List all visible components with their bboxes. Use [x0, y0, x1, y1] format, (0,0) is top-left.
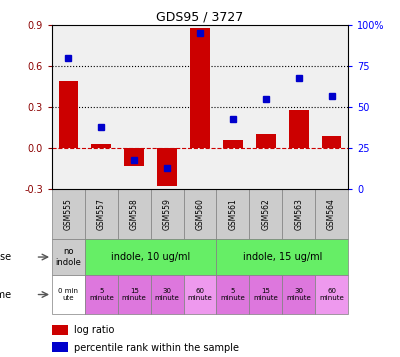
Bar	[157, 148, 177, 186]
Bar	[52, 325, 68, 335]
Text: GSM564: GSM564	[327, 198, 336, 230]
Title: GDS95 / 3727: GDS95 / 3727	[156, 11, 244, 24]
Text: GSM560: GSM560	[196, 198, 204, 230]
Bar	[124, 148, 144, 166]
Bar	[190, 28, 210, 148]
Text: GSM561: GSM561	[228, 198, 237, 230]
FancyBboxPatch shape	[315, 189, 348, 239]
FancyBboxPatch shape	[85, 239, 216, 275]
FancyBboxPatch shape	[151, 275, 184, 314]
Text: 15
minute: 15 minute	[254, 288, 278, 301]
Bar	[52, 342, 68, 352]
FancyBboxPatch shape	[52, 275, 85, 314]
FancyBboxPatch shape	[118, 189, 151, 239]
Bar	[322, 136, 342, 148]
FancyBboxPatch shape	[151, 189, 184, 239]
Bar	[289, 110, 308, 148]
Text: 60
minute: 60 minute	[188, 288, 212, 301]
Text: dose: dose	[0, 252, 12, 262]
Text: log ratio: log ratio	[74, 325, 114, 335]
Bar	[256, 135, 276, 148]
Text: 60
minute: 60 minute	[319, 288, 344, 301]
FancyBboxPatch shape	[184, 189, 216, 239]
Bar	[92, 144, 111, 148]
Text: GSM559: GSM559	[163, 198, 172, 230]
FancyBboxPatch shape	[315, 275, 348, 314]
FancyBboxPatch shape	[216, 189, 249, 239]
FancyBboxPatch shape	[52, 239, 85, 275]
FancyBboxPatch shape	[85, 189, 118, 239]
Text: 0 min
ute: 0 min ute	[58, 288, 78, 301]
Text: 15
minute: 15 minute	[122, 288, 146, 301]
FancyBboxPatch shape	[216, 275, 249, 314]
Bar	[223, 140, 243, 148]
FancyBboxPatch shape	[52, 189, 85, 239]
Text: GSM562: GSM562	[261, 198, 270, 230]
Bar	[58, 81, 78, 148]
Text: 30
minute: 30 minute	[155, 288, 180, 301]
FancyBboxPatch shape	[216, 239, 348, 275]
FancyBboxPatch shape	[118, 275, 151, 314]
Text: no
indole: no indole	[56, 247, 81, 267]
Text: percentile rank within the sample: percentile rank within the sample	[74, 343, 239, 353]
Text: 5
minute: 5 minute	[89, 288, 114, 301]
Text: time: time	[0, 290, 12, 300]
Text: indole, 15 ug/ml: indole, 15 ug/ml	[242, 252, 322, 262]
FancyBboxPatch shape	[282, 189, 315, 239]
Text: 30
minute: 30 minute	[286, 288, 311, 301]
Text: 5
minute: 5 minute	[220, 288, 245, 301]
Text: GSM557: GSM557	[97, 198, 106, 230]
FancyBboxPatch shape	[184, 275, 216, 314]
FancyBboxPatch shape	[282, 275, 315, 314]
FancyBboxPatch shape	[249, 189, 282, 239]
Text: GSM558: GSM558	[130, 198, 139, 230]
Text: indole, 10 ug/ml: indole, 10 ug/ml	[111, 252, 190, 262]
Text: GSM563: GSM563	[294, 198, 303, 230]
FancyBboxPatch shape	[249, 275, 282, 314]
Text: GSM555: GSM555	[64, 198, 73, 230]
FancyBboxPatch shape	[85, 275, 118, 314]
